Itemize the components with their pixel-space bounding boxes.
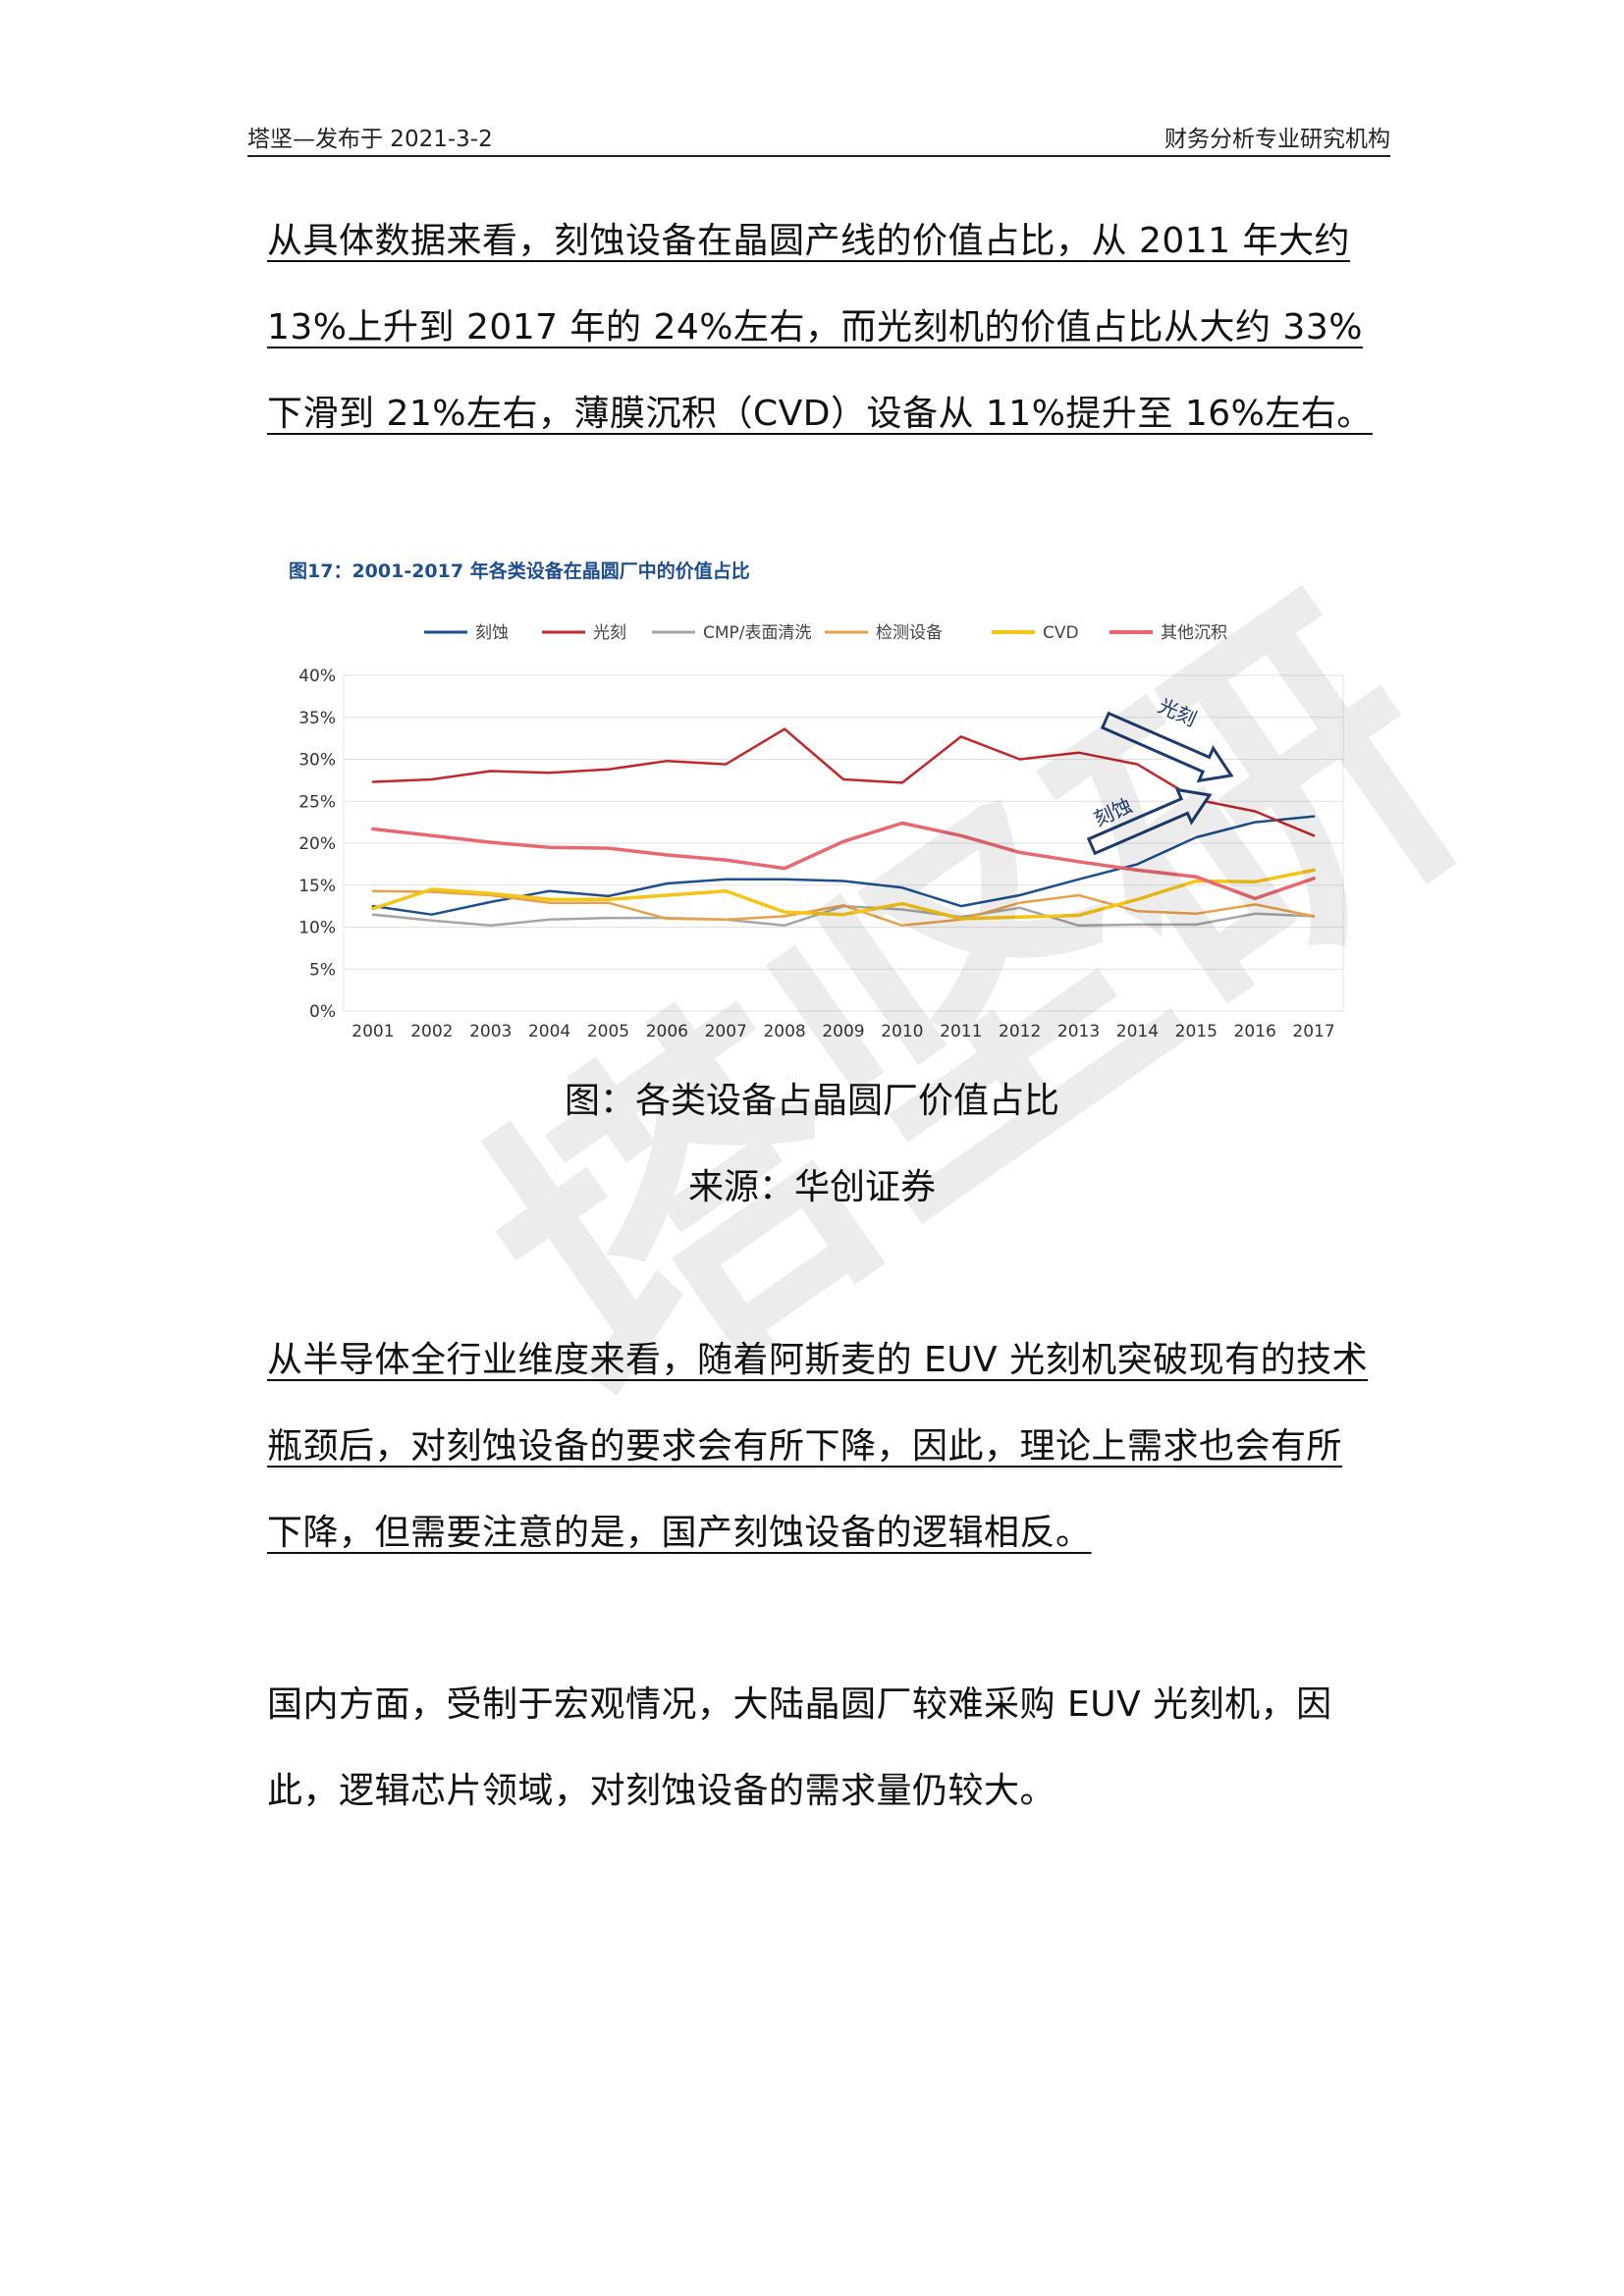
legend-label: CMP/表面清洗 bbox=[703, 623, 812, 643]
series-line-刻蚀 bbox=[371, 815, 1316, 916]
figure-caption: 图：各类设备占晶圆厂价值占比 bbox=[564, 1081, 1059, 1121]
header-org-name: 财务分析专业研究机构 bbox=[1164, 127, 1390, 152]
annotation-arrow bbox=[1086, 787, 1213, 856]
paragraph-domestic: 国内方面，受制于宏观情况，大陆晶圆厂较难采购 EUV 光刻机，因此，逻辑芯片领域… bbox=[267, 1662, 1377, 1835]
y-tick-label: 20% bbox=[298, 834, 336, 854]
x-tick-label: 2002 bbox=[410, 1022, 453, 1041]
legend-label: CVD bbox=[1043, 623, 1079, 643]
x-tick-label: 2013 bbox=[1057, 1022, 1100, 1041]
y-tick-label: 5% bbox=[309, 960, 336, 980]
series-line-其他沉积 bbox=[371, 821, 1316, 901]
y-tick-label: 35% bbox=[298, 709, 336, 728]
y-tick-label: 0% bbox=[309, 1002, 336, 1022]
x-tick-label: 2012 bbox=[999, 1022, 1041, 1041]
x-tick-label: 2017 bbox=[1292, 1022, 1334, 1041]
series-line-检测设备 bbox=[371, 889, 1316, 928]
series-line-光刻 bbox=[371, 727, 1316, 837]
y-tick-label: 30% bbox=[298, 751, 336, 771]
x-tick-label: 2010 bbox=[881, 1022, 923, 1041]
x-tick-label: 2008 bbox=[763, 1022, 805, 1041]
y-tick-label: 25% bbox=[298, 792, 336, 812]
x-tick-label: 2007 bbox=[705, 1022, 747, 1041]
x-tick-label: 2016 bbox=[1234, 1022, 1276, 1041]
chart-title: 图17：2001-2017 年各类设备在晶圆厂中的价值占比 bbox=[289, 560, 750, 582]
y-tick-label: 40% bbox=[298, 667, 336, 686]
x-tick-label: 2004 bbox=[528, 1022, 570, 1041]
x-tick-label: 2005 bbox=[587, 1022, 629, 1041]
figure-source: 来源：华创证券 bbox=[687, 1167, 936, 1207]
paragraph-euv-impact: 从半导体全行业维度来看，随着阿斯麦的 EUV 光刻机突破现有的技术瓶颈后，对刻蚀… bbox=[267, 1317, 1377, 1576]
header-publish-info: 塔坚—发布于 2021-3-2 bbox=[247, 127, 493, 152]
annotation-lithography: 光刻 bbox=[1100, 694, 1234, 783]
equipment-value-share-chart: 图17：2001-2017 年各类设备在晶圆厂中的价值占比 刻蚀 光刻 CMP/表面… bbox=[289, 560, 1344, 1041]
annotation-etching: 刻蚀 bbox=[1086, 787, 1213, 856]
y-tick-label: 15% bbox=[298, 877, 336, 896]
x-tick-label: 2009 bbox=[822, 1022, 864, 1041]
legend-label: 检测设备 bbox=[876, 623, 943, 643]
paragraph-text: 从半导体全行业维度来看，随着阿斯麦的 EUV 光刻机突破现有的技术瓶颈后，对刻蚀… bbox=[267, 1340, 1369, 1553]
x-tick-label: 2014 bbox=[1116, 1022, 1159, 1041]
paragraph-etching-data: 从具体数据来看，刻蚀设备在晶圆产线的价值占比，从 2011 年大约 13%上升到… bbox=[267, 198, 1377, 457]
x-tick-label: 2006 bbox=[646, 1022, 688, 1041]
legend-label: 刻蚀 bbox=[475, 623, 509, 643]
series-line-CVD bbox=[371, 868, 1316, 921]
chart-plot-area: 0% 5% 10% 15% 20% 25% 30% 35% 40% 2001 2002 2003 200… bbox=[298, 667, 1344, 1041]
chart-legend: 刻蚀 光刻 CMP/表面清洗 检测设备 CVD 其他沉积 bbox=[424, 623, 1227, 643]
x-tick-label: 2001 bbox=[352, 1022, 394, 1041]
paragraph-text: 从具体数据来看，刻蚀设备在晶圆产线的价值占比，从 2011 年大约 13%上升到… bbox=[267, 221, 1373, 434]
legend-label: 光刻 bbox=[593, 623, 626, 643]
page-header: 塔坚—发布于 2021-3-2 财务分析专业研究机构 bbox=[247, 116, 1390, 157]
y-tick-label: 10% bbox=[298, 919, 336, 938]
x-tick-label: 2015 bbox=[1175, 1022, 1218, 1041]
x-tick-label: 2011 bbox=[940, 1022, 982, 1041]
x-tick-label: 2003 bbox=[469, 1022, 512, 1041]
legend-label: 其他沉积 bbox=[1161, 623, 1227, 643]
annotation-arrow bbox=[1100, 711, 1234, 783]
paragraph-text: 国内方面，受制于宏观情况，大陆晶圆厂较难采购 EUV 光刻机，因此，逻辑芯片领域… bbox=[267, 1684, 1332, 1811]
